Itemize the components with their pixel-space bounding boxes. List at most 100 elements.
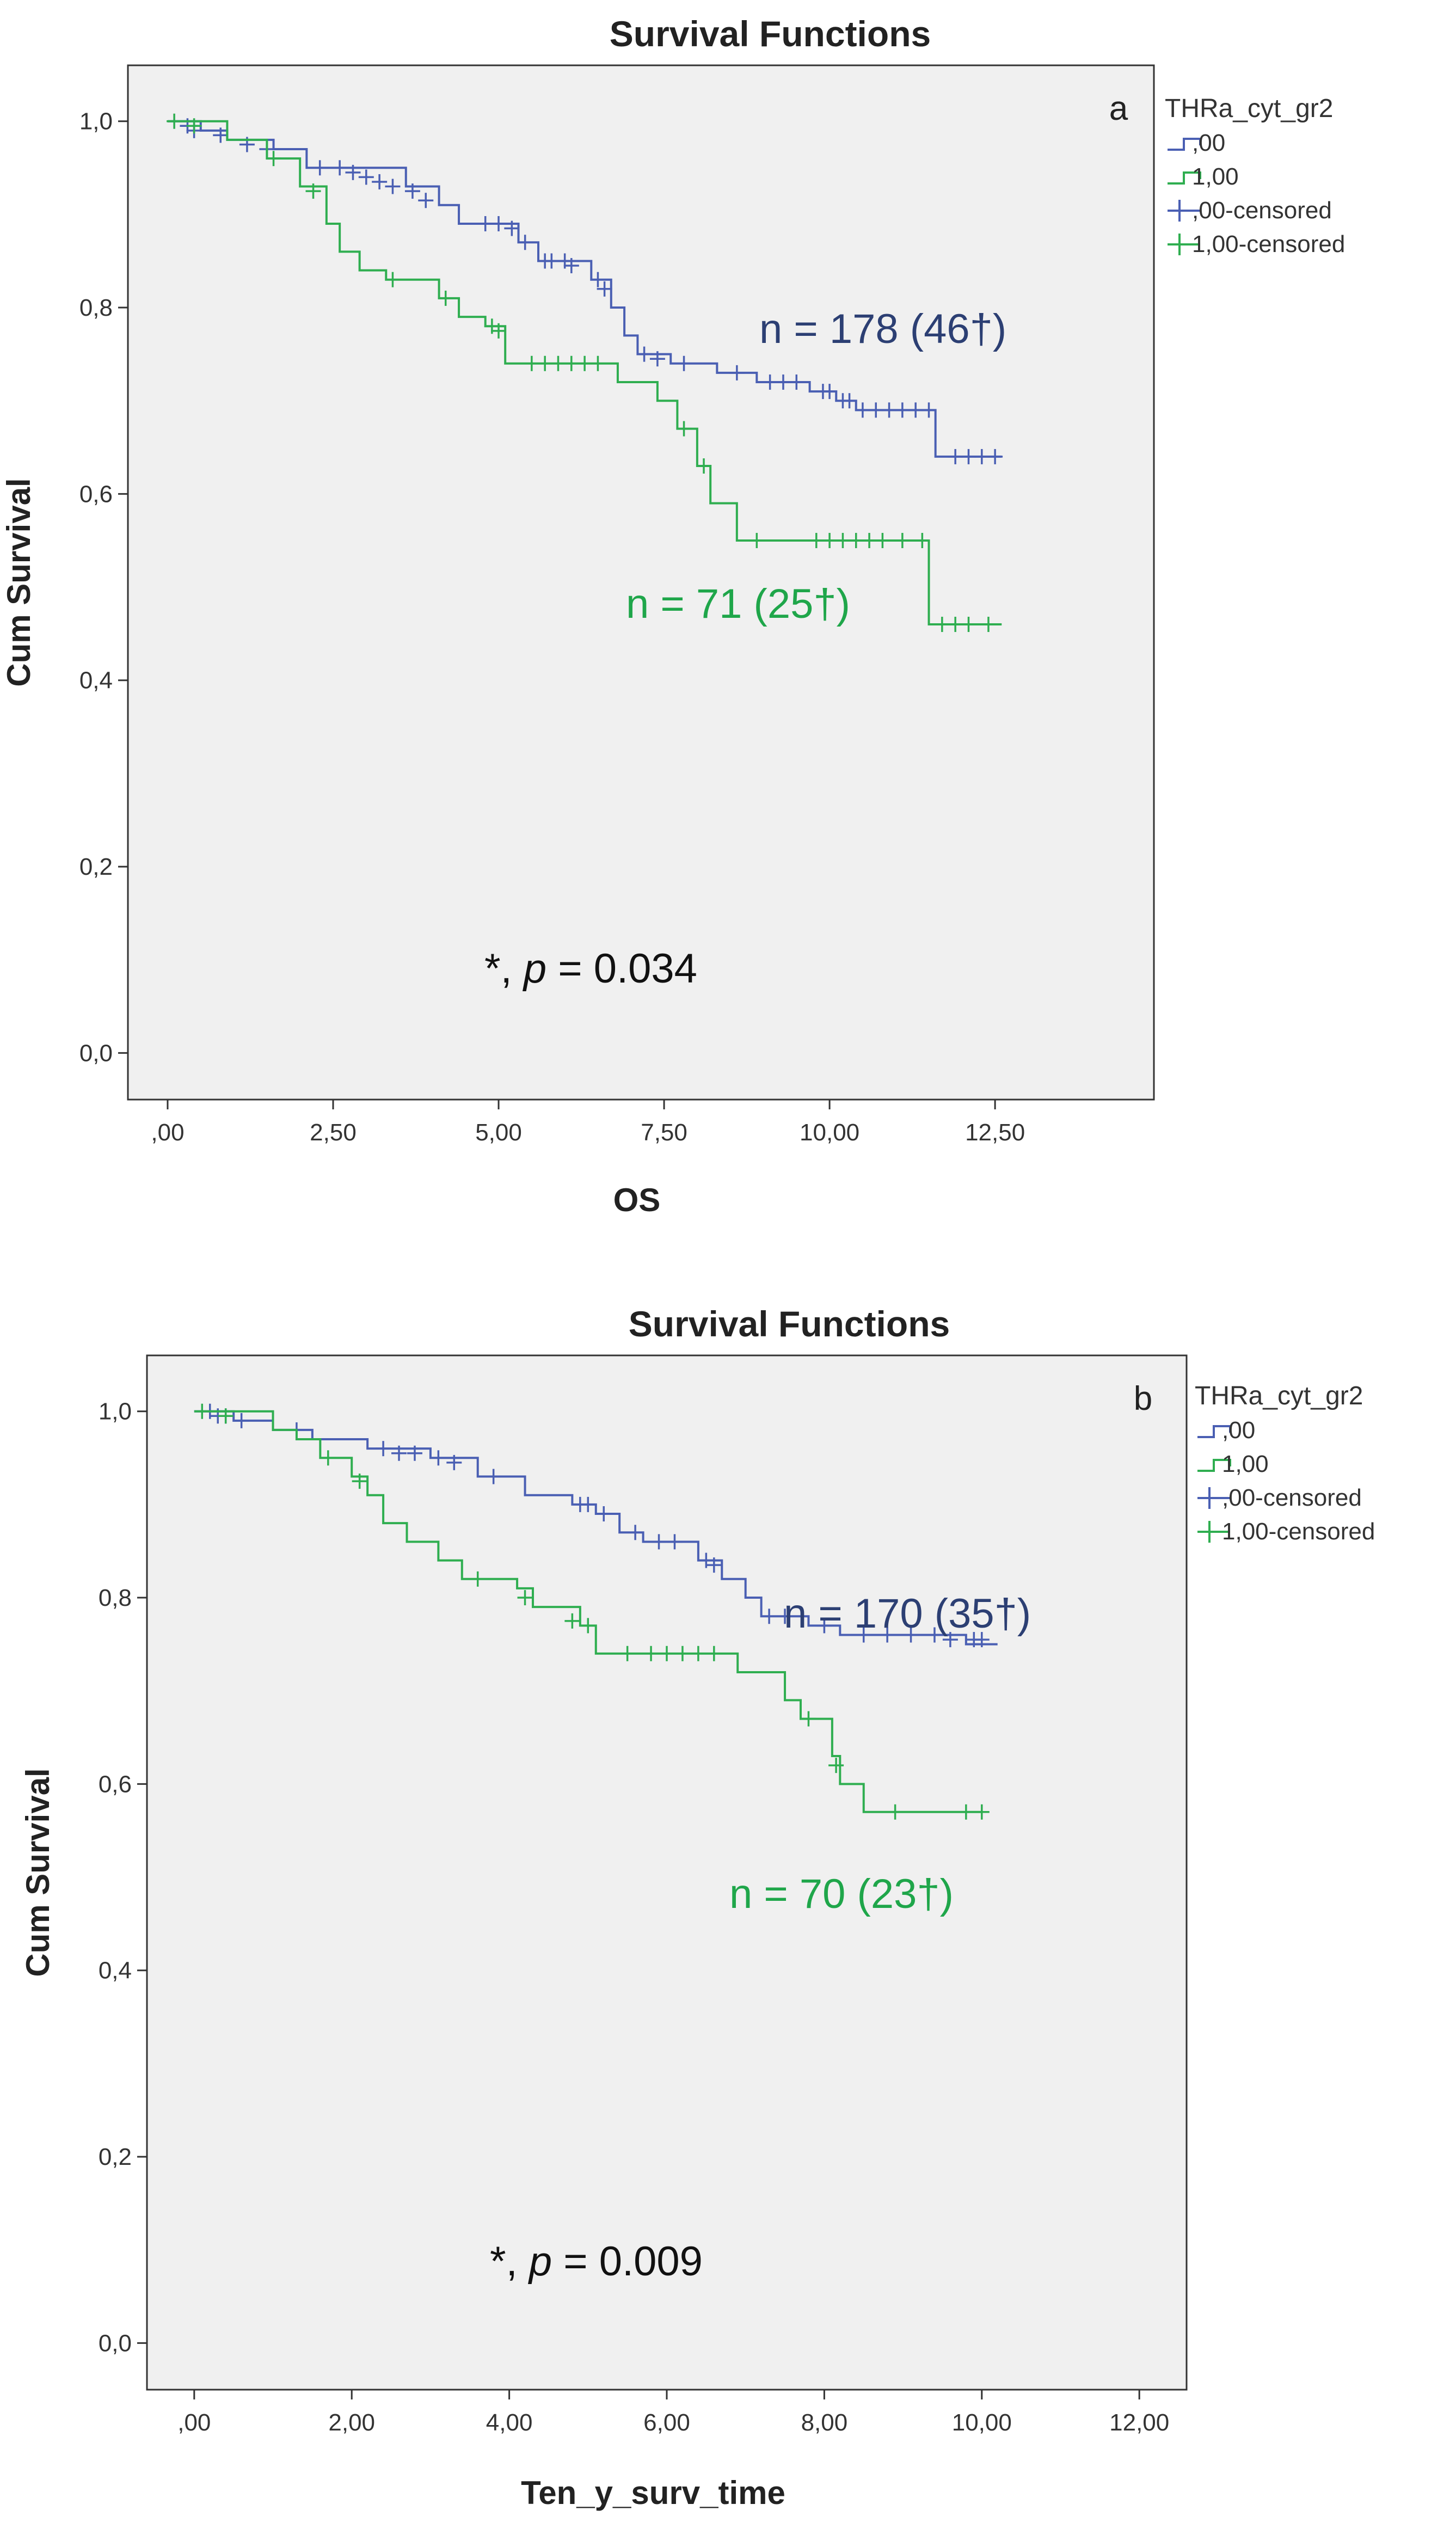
- x-tick-label: 4,00: [486, 2409, 533, 2436]
- censor-mark: [841, 393, 857, 409]
- censor-mark: [980, 617, 996, 633]
- censor-mark: [438, 290, 453, 306]
- censor-mark: [651, 1534, 667, 1550]
- censor-mark: [418, 193, 434, 208]
- censor-mark: [431, 1450, 446, 1466]
- censor-mark: [676, 421, 692, 437]
- censor-mark: [808, 532, 824, 548]
- x-tick-label: 7,50: [641, 1119, 687, 1146]
- y-tick-label: 0,8: [79, 294, 113, 321]
- censor-mark: [894, 532, 910, 548]
- legend-item: 1,00-censored: [1197, 1518, 1375, 1545]
- censor-mark: [385, 179, 401, 194]
- legend-item: ,00: [1168, 130, 1225, 156]
- censor-mark: [880, 1627, 895, 1643]
- censor-mark: [659, 1646, 674, 1661]
- legend-title: THRa_cyt_gr2: [1165, 94, 1333, 123]
- censor-mark: [875, 532, 890, 548]
- censor-mark: [385, 272, 401, 287]
- legend-swatch: [1168, 138, 1201, 151]
- y-tick-label: 1,0: [79, 108, 113, 135]
- x-tick-label: 2,50: [310, 1119, 357, 1146]
- n-annotation: n = 178 (46†): [759, 306, 1006, 352]
- censor-mark: [580, 1496, 596, 1512]
- censor-mark: [470, 1571, 486, 1587]
- censor-mark: [580, 1618, 596, 1634]
- y-tick-label: 0,8: [99, 1585, 132, 1611]
- censor-mark: [491, 216, 507, 231]
- censor-mark: [921, 402, 937, 418]
- censor-mark: [822, 532, 838, 548]
- plot-area: [146, 1354, 1188, 2391]
- censor-mark: [674, 1646, 690, 1661]
- legend-item: ,00-censored: [1168, 197, 1332, 224]
- panel-letter: a: [1109, 90, 1128, 127]
- censor-mark: [577, 355, 593, 371]
- censor-mark: [987, 449, 1003, 464]
- censor-mark: [816, 1618, 832, 1634]
- censor-mark: [855, 402, 870, 418]
- x-tick-label: 2,00: [328, 2409, 375, 2436]
- legend-label: 1,00-censored: [1222, 1518, 1375, 1545]
- censor-mark: [761, 1609, 777, 1624]
- x-tick-label: 10,00: [800, 1119, 859, 1146]
- y-tick-label: 0,4: [99, 1957, 132, 1984]
- y-tick-label: 0,0: [99, 2330, 132, 2356]
- censor-mark: [312, 160, 328, 176]
- censor-mark: [564, 1613, 580, 1629]
- censor-mark: [690, 1646, 706, 1661]
- censor-mark: [544, 253, 560, 269]
- censor-mark: [856, 1627, 871, 1643]
- censor-mark: [186, 118, 202, 134]
- censor-mark: [352, 1474, 367, 1489]
- censor-mark: [517, 235, 533, 250]
- censor-mark: [320, 1450, 336, 1466]
- y-tick-label: 1,0: [99, 1398, 132, 1425]
- censor-mark: [407, 1445, 422, 1461]
- censor-mark: [729, 365, 745, 380]
- censor-mark: [961, 449, 976, 464]
- censor-mark: [894, 402, 910, 418]
- censor-mark: [504, 220, 520, 236]
- censor-mark: [345, 164, 361, 180]
- censor-mark: [537, 355, 553, 371]
- x-axis-label: OS: [613, 1182, 661, 1218]
- n-annotation: n = 170 (35†): [784, 1591, 1031, 1637]
- y-axis-label: Cum Survival: [20, 1768, 56, 1977]
- legend-label: 1,00: [1222, 1451, 1269, 1477]
- censor-mark: [266, 151, 281, 167]
- censor-mark: [934, 617, 950, 633]
- censor-mark: [881, 402, 897, 418]
- censor-mark: [590, 355, 606, 371]
- censor-mark: [706, 1557, 722, 1573]
- censor-mark: [822, 384, 838, 400]
- x-tick-label: 5,00: [475, 1119, 522, 1146]
- censor-mark: [524, 355, 539, 371]
- censor-mark: [643, 1646, 659, 1661]
- n-annotation: n = 70 (23†): [729, 1871, 954, 1917]
- censor-mark: [372, 174, 388, 189]
- censor-mark: [887, 1804, 903, 1820]
- n-annotation: n = 71 (25†): [626, 581, 850, 627]
- legend-item: 1,00-censored: [1168, 231, 1345, 257]
- censor-mark: [358, 169, 374, 185]
- censor-mark: [486, 1469, 501, 1484]
- censor-mark: [636, 346, 652, 362]
- censor-mark: [667, 1534, 683, 1550]
- censor-mark: [404, 183, 420, 199]
- censor-mark: [391, 1445, 407, 1461]
- censor-mark: [305, 183, 321, 199]
- censor-mark: [974, 1804, 990, 1820]
- censor-mark: [477, 216, 493, 231]
- censor-mark: [948, 617, 963, 633]
- censor-mark: [801, 1711, 816, 1727]
- censor-mark: [828, 1758, 844, 1773]
- x-tick-label: 12,00: [1109, 2409, 1169, 2436]
- p-value: *, p = 0.034: [484, 946, 697, 992]
- censor-mark: [218, 1408, 234, 1424]
- censor-mark: [213, 127, 229, 143]
- y-axis-label: Cum Survival: [1, 478, 37, 686]
- censor-mark: [706, 1646, 722, 1661]
- legend-label: ,00: [1222, 1417, 1255, 1444]
